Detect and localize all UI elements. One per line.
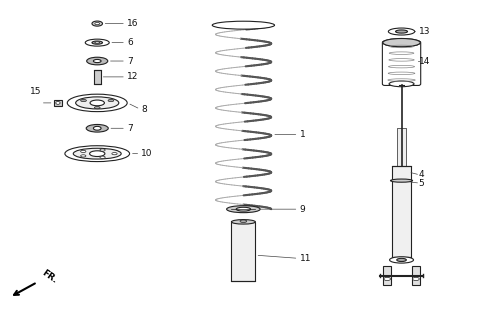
Ellipse shape bbox=[73, 148, 121, 159]
Ellipse shape bbox=[65, 146, 130, 162]
Ellipse shape bbox=[95, 22, 100, 25]
Ellipse shape bbox=[389, 81, 414, 87]
Text: 11: 11 bbox=[299, 254, 311, 263]
Ellipse shape bbox=[383, 38, 420, 47]
FancyBboxPatch shape bbox=[382, 41, 421, 85]
Text: 12: 12 bbox=[127, 72, 138, 81]
Ellipse shape bbox=[94, 107, 100, 109]
Text: 4: 4 bbox=[418, 170, 424, 179]
Ellipse shape bbox=[92, 41, 103, 44]
Ellipse shape bbox=[108, 100, 114, 102]
Ellipse shape bbox=[67, 94, 127, 112]
Ellipse shape bbox=[384, 277, 390, 281]
Text: 13: 13 bbox=[419, 27, 431, 36]
Ellipse shape bbox=[388, 28, 415, 35]
Ellipse shape bbox=[413, 277, 419, 281]
Ellipse shape bbox=[94, 126, 101, 130]
Ellipse shape bbox=[390, 179, 413, 182]
Text: 7: 7 bbox=[127, 57, 133, 66]
Text: 6: 6 bbox=[127, 38, 133, 47]
Ellipse shape bbox=[95, 42, 100, 44]
Ellipse shape bbox=[240, 220, 247, 222]
Text: 10: 10 bbox=[141, 149, 153, 158]
Ellipse shape bbox=[236, 207, 251, 211]
Ellipse shape bbox=[112, 153, 117, 155]
Ellipse shape bbox=[94, 60, 101, 63]
Text: 16: 16 bbox=[127, 19, 138, 28]
Ellipse shape bbox=[231, 220, 255, 224]
Bar bbox=[412, 266, 420, 285]
Ellipse shape bbox=[100, 156, 105, 158]
Ellipse shape bbox=[397, 258, 406, 261]
Ellipse shape bbox=[383, 38, 420, 47]
Bar bbox=[392, 166, 411, 257]
Bar bbox=[54, 100, 62, 106]
Ellipse shape bbox=[396, 30, 407, 33]
Ellipse shape bbox=[87, 57, 108, 65]
Text: 9: 9 bbox=[299, 205, 305, 214]
Ellipse shape bbox=[80, 155, 86, 157]
Text: 15: 15 bbox=[30, 87, 41, 96]
Bar bbox=[94, 70, 101, 84]
Bar bbox=[231, 222, 255, 281]
Ellipse shape bbox=[90, 151, 105, 156]
Text: 5: 5 bbox=[418, 179, 424, 188]
Bar bbox=[383, 266, 391, 285]
Ellipse shape bbox=[80, 100, 86, 102]
Text: 1: 1 bbox=[299, 130, 305, 139]
Text: 7: 7 bbox=[127, 124, 133, 133]
Ellipse shape bbox=[100, 149, 105, 151]
Ellipse shape bbox=[389, 257, 414, 263]
Text: 8: 8 bbox=[141, 105, 147, 114]
Ellipse shape bbox=[80, 150, 86, 153]
Text: 14: 14 bbox=[419, 57, 430, 66]
Ellipse shape bbox=[85, 39, 109, 46]
Text: FR.: FR. bbox=[40, 268, 58, 285]
Ellipse shape bbox=[227, 206, 260, 213]
Ellipse shape bbox=[56, 101, 60, 104]
Ellipse shape bbox=[212, 21, 275, 29]
Ellipse shape bbox=[92, 21, 103, 26]
Ellipse shape bbox=[76, 97, 119, 109]
Ellipse shape bbox=[86, 124, 108, 132]
Ellipse shape bbox=[90, 100, 105, 106]
